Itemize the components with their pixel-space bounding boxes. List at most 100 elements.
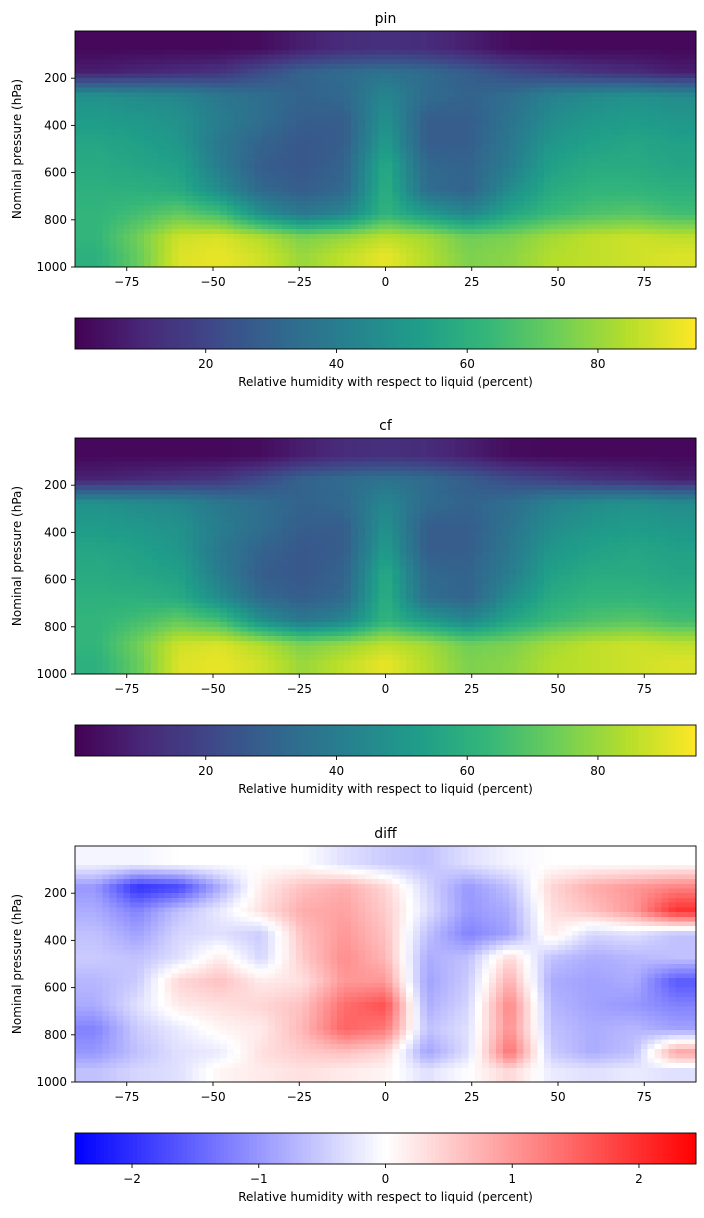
heatmap-cell	[185, 115, 193, 122]
heatmap-cell	[413, 210, 421, 216]
heatmap-cell	[385, 243, 393, 249]
colorbar-swatch	[642, 318, 647, 349]
heatmap-cell	[157, 224, 166, 230]
heatmap-cell	[295, 68, 304, 75]
heatmap-cell	[420, 167, 428, 174]
heatmap-cell	[530, 45, 538, 51]
heatmap-cell	[654, 130, 663, 136]
heatmap-cell	[351, 243, 359, 249]
heatmap-cell	[440, 106, 449, 112]
heatmap-cell	[364, 68, 373, 75]
heatmap-cell	[399, 97, 407, 103]
heatmap-cell	[502, 59, 511, 65]
heatmap-cell	[599, 139, 607, 145]
heatmap-cell	[433, 196, 442, 202]
colorbar-swatch	[257, 318, 262, 349]
heatmap-cell	[633, 158, 642, 164]
heatmap-cell	[206, 73, 214, 79]
heatmap-cell	[240, 447, 249, 453]
heatmap-cell	[150, 101, 159, 108]
heatmap-cell	[240, 101, 249, 108]
heatmap-cell	[661, 120, 669, 126]
heatmap-cell	[364, 64, 373, 70]
heatmap-cell	[302, 243, 311, 249]
heatmap-cell	[192, 82, 200, 89]
heatmap-cell	[282, 163, 290, 169]
heatmap-cell	[668, 243, 676, 249]
heatmap-cell	[585, 82, 594, 89]
heatmap-cell	[282, 101, 290, 108]
heatmap-cell	[378, 243, 387, 249]
heatmap-cell	[551, 130, 559, 136]
heatmap-cell	[102, 59, 111, 65]
heatmap-cell	[150, 49, 159, 56]
heatmap-cell	[323, 257, 331, 263]
heatmap-cell	[157, 163, 166, 169]
heatmap-cell	[75, 196, 83, 202]
heatmap-cell	[475, 101, 483, 108]
heatmap-cell	[468, 144, 476, 150]
heatmap-cell	[440, 215, 449, 221]
heatmap-cell	[620, 182, 628, 188]
heatmap-cell	[551, 111, 559, 117]
heatmap-cell	[571, 252, 580, 259]
heatmap-cell	[385, 120, 393, 126]
heatmap-cell	[295, 229, 304, 235]
heatmap-cell	[309, 134, 318, 141]
heatmap-cell	[440, 210, 449, 216]
heatmap-cell	[81, 210, 90, 216]
heatmap-cell	[261, 97, 269, 103]
heatmap-cell	[282, 59, 290, 65]
heatmap-cell	[357, 87, 366, 93]
heatmap-cell	[213, 257, 221, 263]
heatmap-cell	[406, 205, 414, 211]
heatmap-cell	[571, 158, 580, 164]
heatmap-cell	[371, 219, 380, 226]
heatmap-cell	[233, 87, 242, 93]
heatmap-cell	[440, 191, 449, 197]
heatmap-cell	[433, 163, 442, 169]
heatmap-cell	[599, 35, 607, 42]
heatmap-cell	[288, 31, 297, 37]
heatmap-cell	[337, 87, 345, 93]
heatmap-cell	[558, 73, 566, 79]
heatmap-cell	[219, 229, 228, 235]
heatmap-cell	[109, 442, 117, 449]
heatmap-cell	[489, 224, 497, 230]
heatmap-cell	[302, 101, 311, 108]
heatmap-cell	[213, 31, 221, 37]
heatmap-cell	[233, 68, 242, 75]
heatmap-cell	[137, 186, 145, 193]
heatmap-cell	[88, 163, 97, 169]
heatmap-cell	[544, 120, 552, 126]
heatmap-cell	[613, 125, 621, 131]
heatmap-cell	[399, 186, 407, 193]
heatmap-cell	[233, 120, 242, 126]
heatmap-cell	[661, 229, 669, 235]
heatmap-cell	[585, 205, 594, 211]
heatmap-cell	[661, 149, 669, 155]
heatmap-cell	[523, 243, 531, 249]
heatmap-cell	[544, 35, 552, 42]
heatmap-cell	[606, 153, 614, 160]
heatmap-cell	[268, 224, 276, 230]
heatmap-cell	[164, 447, 173, 453]
heatmap-cell	[454, 210, 462, 216]
heatmap-cell	[219, 49, 228, 56]
heatmap-cell	[150, 186, 159, 193]
heatmap-cell	[406, 45, 414, 51]
heatmap-cell	[654, 82, 663, 89]
heatmap-cell	[226, 149, 235, 155]
heatmap-cell	[654, 196, 663, 202]
heatmap-cell	[171, 35, 180, 42]
heatmap-cell	[392, 31, 400, 37]
heatmap-cell	[261, 101, 269, 108]
heatmap-cell	[247, 111, 255, 117]
heatmap-cell	[392, 158, 400, 164]
heatmap-cell	[213, 87, 221, 93]
colorbar-swatch	[373, 318, 378, 349]
heatmap-cell	[81, 224, 90, 230]
heatmap-cell	[502, 31, 511, 37]
heatmap-cell	[268, 196, 276, 202]
heatmap-cell	[509, 106, 518, 112]
